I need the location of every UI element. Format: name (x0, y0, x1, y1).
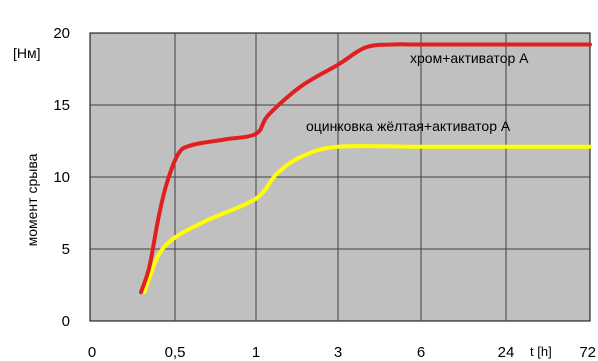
y-tick-labels: 0 5 10 15 20 (53, 25, 70, 330)
x-axis-label: t [h] (530, 344, 552, 359)
series-lines (139, 42, 592, 295)
x-tick-label: 3 (334, 344, 342, 361)
y-tick-label: 20 (53, 25, 70, 42)
gridlines (90, 33, 590, 321)
series-line-red (139, 42, 592, 295)
x-tick-label: 1 (252, 344, 260, 361)
series-line-yellow (142, 144, 592, 295)
y-tick-label: 5 (62, 241, 70, 258)
y-axis-label: момент срыва (24, 153, 40, 246)
x-tick-label: 0,5 (165, 344, 186, 361)
y-axis-unit: [Нм] (13, 45, 41, 61)
x-tick-label: 6 (417, 344, 425, 361)
y-tick-label: 0 (62, 313, 70, 330)
x-tick-labels: 0 0,5 1 3 6 24 72 (88, 344, 596, 361)
y-tick-label: 10 (53, 169, 70, 186)
x-tick-label: 72 (579, 344, 596, 361)
x-tick-label: 24 (498, 344, 515, 361)
y-tick-label: 15 (53, 97, 70, 114)
series-label-yellow: оцинковка жёлтая+активатор А (306, 118, 511, 134)
series-label-red: хром+активатор А (410, 50, 529, 66)
x-tick-label: 0 (88, 344, 96, 361)
